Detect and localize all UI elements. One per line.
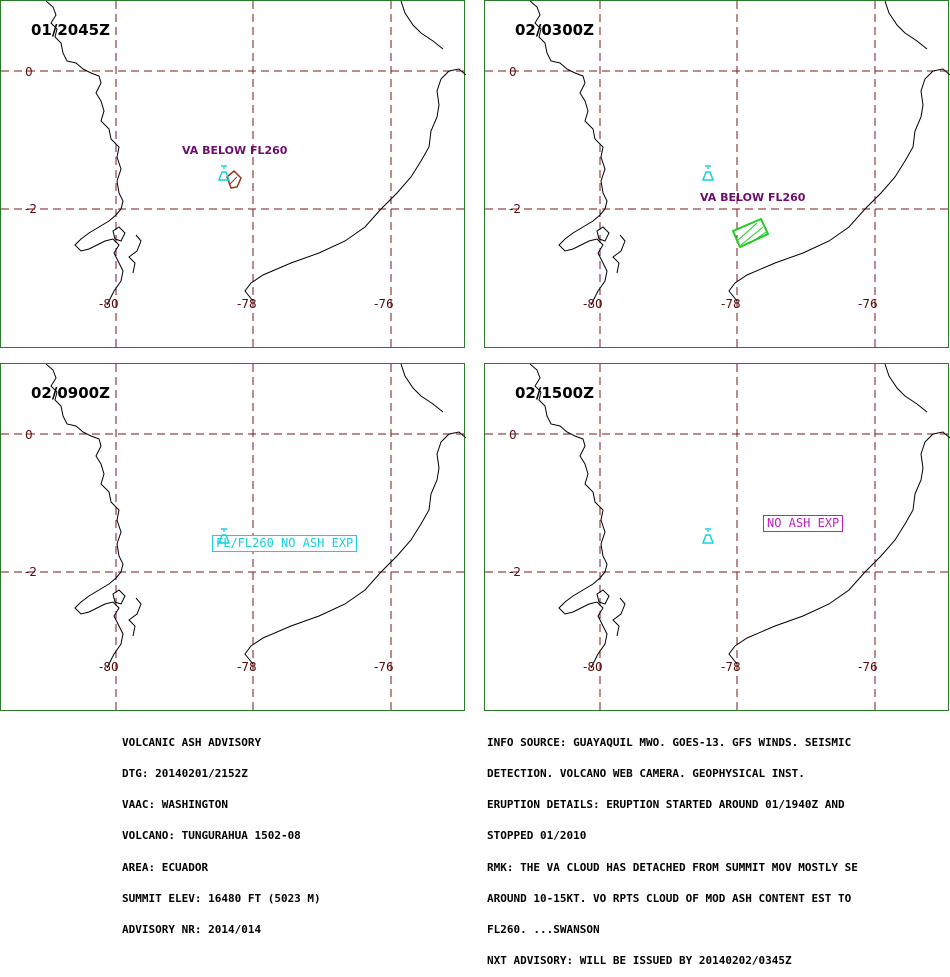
panel-time: 02/1500Z [515,384,594,402]
lon-label-80: -80 [583,660,603,674]
lat-label-0: 0 [509,65,517,79]
info-line: RMK: THE VA CLOUD HAS DETACHED FROM SUMM… [487,860,858,874]
map-4 [485,364,950,712]
lon-label-80: -80 [99,297,119,311]
advisory-line: VOLCANIC ASH ADVISORY [122,735,262,749]
border-line-north [400,364,444,413]
info-line: NXT ADVISORY: WILL BE ISSUED BY 20140202… [487,954,792,968]
va-label: VA BELOW FL260 [700,191,806,204]
lat-label-0: 0 [25,65,33,79]
lon-label-80: -80 [583,297,603,311]
lat-label-m2: -2 [25,202,37,216]
lat-label-m2: -2 [509,565,521,579]
island-outline [596,226,610,242]
coastline-south [128,234,142,274]
border-line [244,431,466,665]
coastline-south [612,597,626,637]
lat-label-0: 0 [25,428,33,442]
info-line: AROUND 10-15KT. VO RPTS CLOUD OF MOD ASH… [487,891,852,905]
info-line: DETECTION. VOLCANO WEB CAMERA. GEOPHYSIC… [487,767,805,781]
ash-cloud-2 [731,217,770,249]
info-line: ERUPTION DETAILS: ERUPTION STARTED AROUN… [487,798,845,812]
coastline [529,1,608,306]
info-line: FL260. ...SWANSON [487,923,600,937]
border-line-north [884,364,928,413]
lon-label-76: -76 [858,297,878,311]
advisory-line: SUMMIT ELEV: 16480 FT (5023 M) [122,891,321,905]
island-outline [112,226,126,242]
coastline [529,364,608,669]
coastline-south [612,234,626,274]
lon-label-76: -76 [374,297,394,311]
volcano-icon [217,528,231,544]
forecast-panel-2: 02/0300Z 0 -2 -80 -78 -76 VA BELOW FL260 [484,0,950,349]
island-outline [596,589,610,605]
border-line [244,68,466,302]
no-ash-box: FL/FL260 NO ASH EXP [212,535,358,552]
info-line: INFO SOURCE: GUAYAQUIL MWO. GOES-13. GFS… [487,735,852,749]
lat-label-m2: -2 [25,565,37,579]
advisory-line: AREA: ECUADOR [122,860,209,874]
border-line [728,68,950,302]
lon-label-78: -78 [721,297,741,311]
lon-label-78: -78 [237,297,257,311]
coastline-south [128,597,142,637]
advisory-line: VOLCANO: TUNGURAHUA 1502-08 [122,829,301,843]
advisory-line: DTG: 20140201/2152Z [122,767,248,781]
border-line [728,431,950,665]
forecast-panel-3: 02/0900Z 0 -2 -80 -78 -76 FL/FL260 NO AS… [0,363,466,712]
coastline [45,1,124,306]
advisory-header: VOLCANIC ASH ADVISORY DTG: 20140201/2152… [122,717,321,946]
lat-label-0: 0 [509,428,517,442]
volcano-icon [701,165,715,181]
map-1 [1,1,466,349]
info-line: STOPPED 01/2010 [487,829,587,843]
lon-label-76: -76 [374,660,394,674]
lon-label-78: -78 [721,660,741,674]
map-3 [1,364,466,712]
border-line-north [400,1,444,50]
lat-label-m2: -2 [509,202,521,216]
lon-label-80: -80 [99,660,119,674]
map-2 [485,1,950,349]
advisory-line: ADVISORY NR: 2014/014 [122,923,262,937]
volcano-icon [217,165,231,181]
lon-label-78: -78 [237,660,257,674]
advisory-line: VAAC: WASHINGTON [122,798,228,812]
volcano-icon [701,528,715,544]
panel-time: 02/0900Z [31,384,110,402]
forecast-panel-4: 02/1500Z 0 -2 -80 -78 -76 NO ASH EXP [484,363,950,712]
va-label: VA BELOW FL260 [182,144,288,157]
forecast-panel-1: 01/2045Z 0 -2 -80 -78 -76 VA BELOW FL260 [0,0,466,349]
advisory-info: INFO SOURCE: GUAYAQUIL MWO. GOES-13. GFS… [487,717,858,977]
island-outline [112,589,126,605]
coastline [45,364,124,669]
panel-time: 02/0300Z [515,21,594,39]
border-line-north [884,1,928,50]
lon-label-76: -76 [858,660,878,674]
panel-time: 01/2045Z [31,21,110,39]
no-ash-box: NO ASH EXP [763,515,844,532]
ash-cloud-1 [226,169,242,189]
